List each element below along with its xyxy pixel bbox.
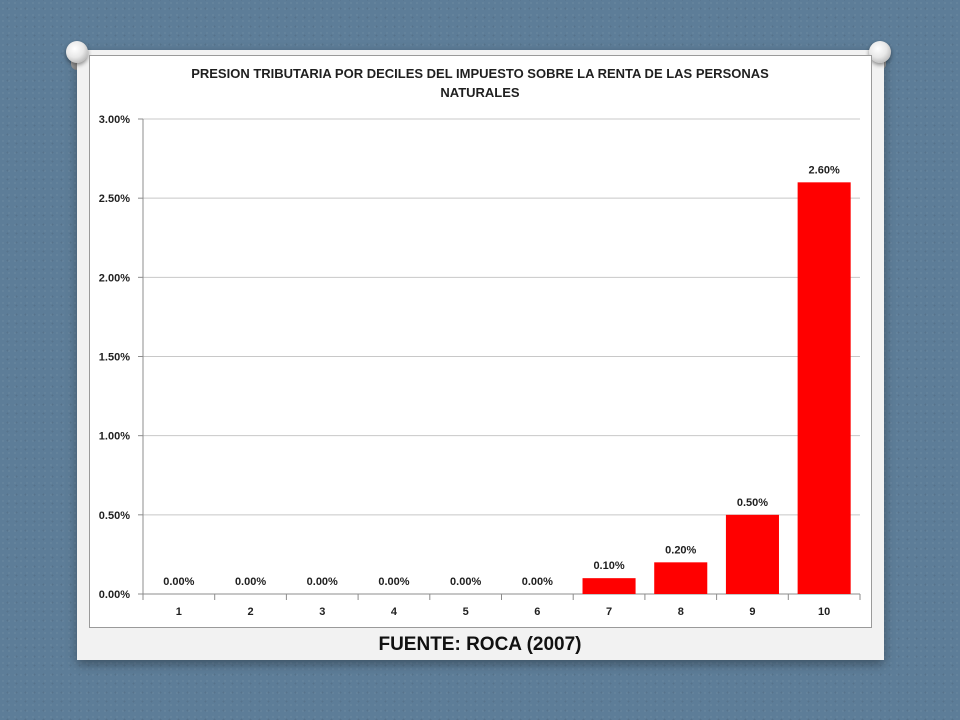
bar-decile-9 [725, 514, 779, 594]
source-caption: FUENTE: ROCA (2007) [378, 634, 582, 655]
x-tick-label: 3 [319, 606, 325, 618]
chart-title-line-2: NATURALES [440, 85, 520, 100]
data-label: 0.00% [378, 576, 409, 588]
bar-decile-7 [582, 578, 636, 594]
x-tick-label: 7 [606, 606, 612, 618]
y-tick-label: 2.00% [99, 272, 130, 284]
y-tick-label: 1.50% [99, 352, 130, 364]
x-tick-label: 10 [818, 606, 830, 618]
data-label: 0.50% [737, 497, 768, 509]
data-label: 0.00% [163, 576, 194, 588]
data-label: 0.00% [522, 576, 553, 588]
data-label: 0.20% [665, 544, 696, 556]
data-label: 0.10% [593, 560, 624, 572]
chart-title-line-1: PRESION TRIBUTARIA POR DECILES DEL IMPUE… [191, 66, 769, 81]
y-tick-label: 0.50% [99, 510, 130, 522]
data-label: 0.00% [235, 576, 266, 588]
data-label: 2.60% [809, 164, 840, 176]
pushpin-icon [869, 41, 891, 70]
x-tick-label: 5 [463, 606, 469, 618]
chart-frame: PRESION TRIBUTARIA POR DECILES DEL IMPUE… [89, 55, 872, 628]
x-tick-label: 6 [534, 606, 540, 618]
x-tick-label: 4 [391, 606, 398, 618]
y-tick-label: 0.00% [99, 589, 130, 601]
pushpin-icon [66, 41, 88, 70]
bar-chart: PRESION TRIBUTARIA POR DECILES DEL IMPUE… [99, 66, 861, 618]
data-label: 0.00% [307, 576, 338, 588]
bar-decile-10 [797, 182, 851, 594]
x-tick-label: 9 [749, 606, 755, 618]
bar-decile-8 [654, 562, 708, 594]
y-tick-label: 3.00% [99, 114, 130, 126]
y-tick-label: 2.50% [99, 193, 130, 205]
x-tick-label: 1 [176, 606, 182, 618]
y-tick-label: 1.00% [99, 431, 130, 443]
x-tick-label: 2 [247, 606, 253, 618]
x-tick-label: 8 [678, 606, 684, 618]
data-label: 0.00% [450, 576, 481, 588]
